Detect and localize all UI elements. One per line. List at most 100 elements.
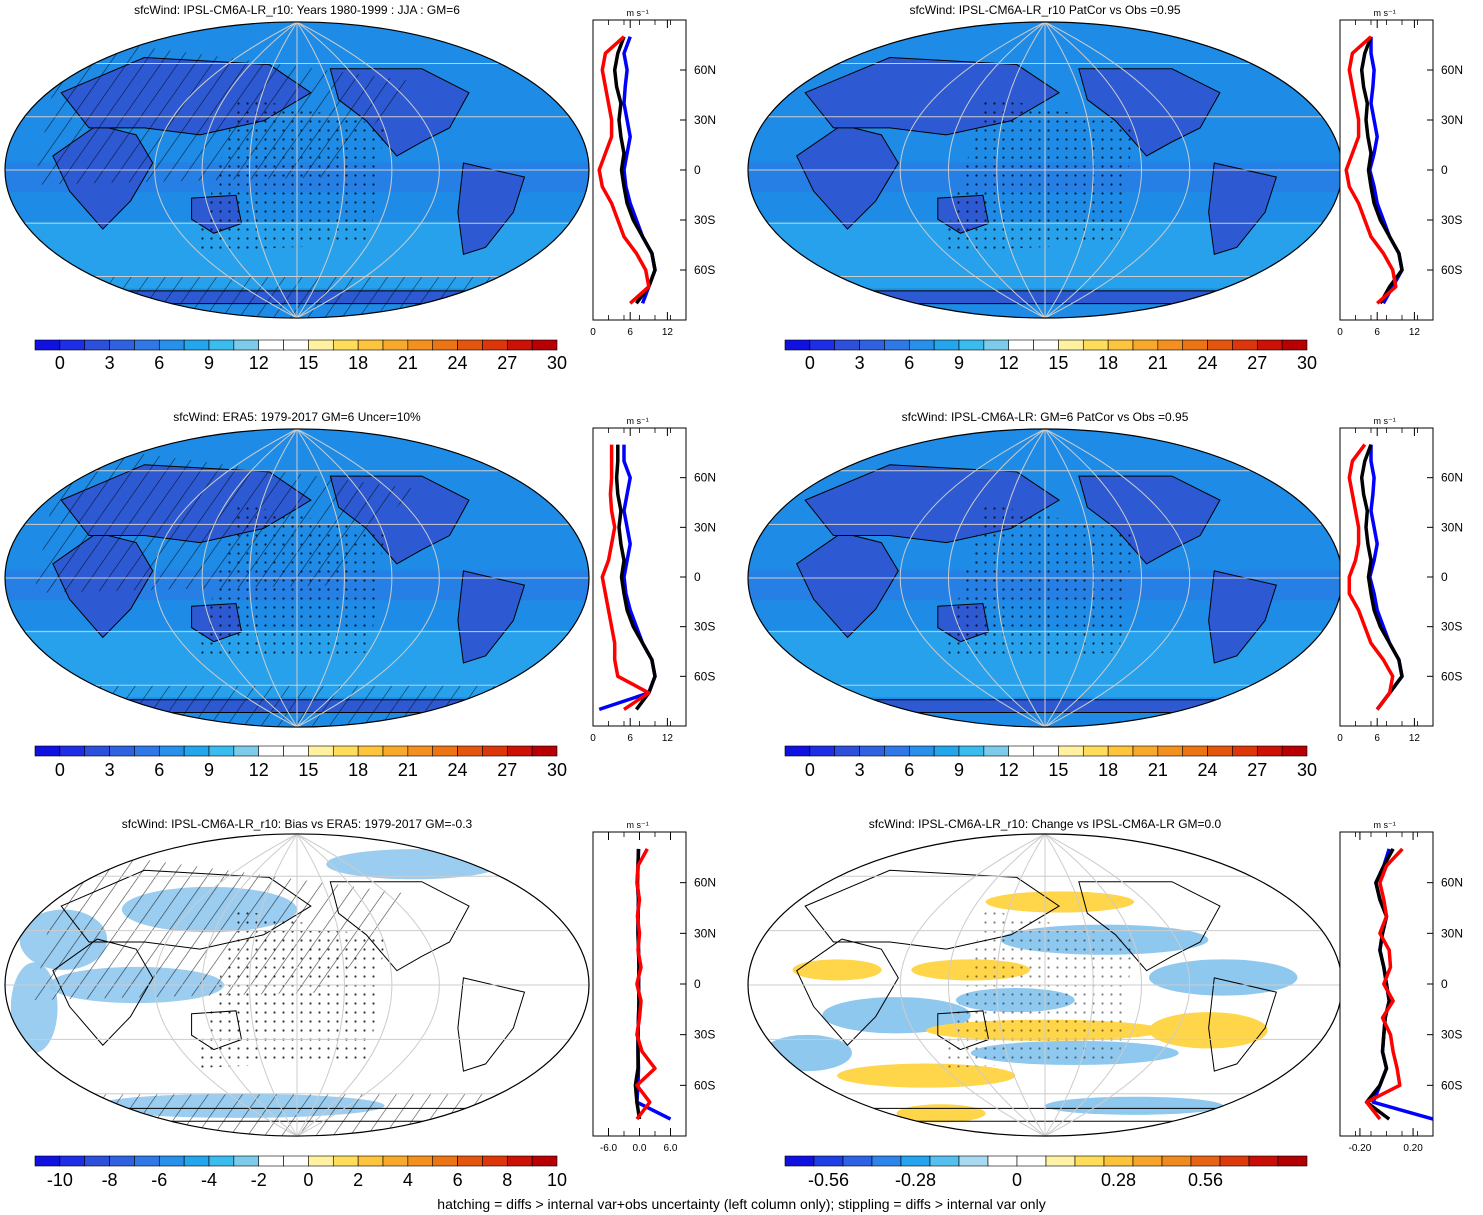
graticule-meridian [1044,22,1142,318]
colorbar-box [34,1155,61,1167]
continent-outline-5 [1208,162,1278,256]
colorbar-box [1207,339,1233,351]
colorbar-tick-label: -0.28 [895,1170,936,1190]
zonal-lat-label: 30S [1441,213,1462,227]
colorbar-tick-label: 2 [353,1170,363,1190]
graticule-meridian [296,21,345,319]
zonal-x-tick-label: 6 [627,733,633,744]
colorbar-tick-label: 24 [448,353,468,373]
zonal-lat-label: 0 [1441,163,1448,177]
colorbar-box [813,1155,844,1167]
colorbar-box [1207,745,1233,757]
colorbar-box [929,1155,960,1167]
zonal-series-line-3 [1347,443,1395,711]
colorbar-box [871,1155,902,1167]
graticule-meridian [249,428,298,728]
colorbar-box [531,745,558,757]
colorbar-tick-label: 0 [55,353,65,373]
colorbar: -10 -8 -6 -4 -2 0 2 4 6 8 10 [34,1155,567,1190]
colorbar-tick-label: 18 [1098,760,1118,780]
map-panel-2: sfcWind: IPSL-CM6A-LR_r10 PatCor vs Obs … [747,3,1463,373]
map-title: sfcWind: IPSL-CM6A-LR_r10: Years 1980-19… [134,3,460,17]
zonal-lat-label: 30S [1441,620,1462,634]
colorbar-box [407,1155,434,1167]
colorbar-box [531,1155,558,1167]
zonal-lat-label: 60N [694,876,716,890]
zonal-x-tick-label: 6 [627,327,633,338]
graticule-meridian [1044,22,1094,318]
colorbar-box [1248,1155,1279,1167]
colorbar-box [859,745,885,757]
map-title: sfcWind: IPSL-CM6A-LR_r10: Change vs IPS… [869,817,1222,831]
colorbar-tick-label: 3 [105,760,115,780]
zonal-series-line-2 [614,444,657,711]
zonal-series-line-3 [600,444,651,711]
colorbar-box [134,1155,160,1167]
zonal-x-tick-label: -6.0 [600,1143,618,1154]
continent-outline-5 [1208,977,1278,1072]
graticule-meridian [948,22,1046,318]
zonal-unit-label: m s⁻¹ [1374,416,1396,426]
zonal-lat-label: 60N [1441,876,1463,890]
colorbar-tick-label: 6 [904,353,914,373]
zonal-lat-label: 30N [694,113,716,127]
colorbar-tick-label: 9 [954,353,964,373]
colorbar-box [233,339,260,351]
colorbar-box [784,1155,815,1167]
graticule-meridian [948,429,1046,727]
colorbar-box [1277,1155,1308,1167]
zonal-lat-label: 60N [694,63,716,77]
stippling-region [941,909,1135,1069]
graticule-meridian [1044,429,1142,727]
colorbar-box [482,339,508,351]
graticule-meridian [296,21,440,319]
stippling-region [941,503,1135,660]
graticule-meridian [201,833,298,1137]
colorbar-box [34,745,61,757]
map-panel-6: sfcWind: IPSL-CM6A-LR_r10: Change vs IPS… [747,817,1463,1190]
zonal-x-tick-label: 12 [662,327,674,338]
zonal-unit-label: m s⁻¹ [1374,820,1396,830]
continent-outline-5 [457,570,526,664]
colorbar-box [183,1155,210,1167]
colorbar-tick-label: 30 [547,353,567,373]
colorbar-box [1232,745,1258,757]
zonal-lat-label: 60N [1441,63,1463,77]
colorbar-box [859,339,885,351]
colorbar-tick-label: 24 [448,760,468,780]
zonal-lat-label: 60S [694,263,715,277]
colorbar-box [1103,1155,1134,1167]
colorbar-box [1281,745,1308,757]
colorbar-tick-label: 15 [298,760,318,780]
graticule-meridian [1044,22,1191,318]
zonal-series-line-3 [1364,847,1404,1121]
zonal-lat-label: 30S [694,620,715,634]
colorbar: 0 3 6 9 12 15 18 21 24 27 30 [34,339,567,373]
colorbar-tick-label: 30 [1297,760,1317,780]
colorbar-box [1232,339,1258,351]
colorbar-box [884,339,910,351]
colorbar-box [109,339,135,351]
colorbar-tick-label: 6 [453,1170,463,1190]
colorbar-box [1256,339,1283,351]
colorbar-tick-label: 12 [999,760,1019,780]
zonal-series-line-3 [635,848,657,1121]
colorbar-tick-label: 21 [1148,353,1168,373]
map-title: sfcWind: IPSL-CM6A-LR_r10: Bias vs ERA5:… [122,817,473,831]
map-title: sfcWind: IPSL-CM6A-LR_r10 PatCor vs Obs … [909,3,1180,17]
colorbar-tick-label: 18 [348,353,368,373]
zonal-lat-label: 0 [1441,977,1448,991]
zonal-unit-label: m s⁻¹ [1374,8,1396,18]
colorbar-tick-label: 24 [1198,760,1218,780]
zonal-series-line-3 [597,35,651,305]
colorbar-tick-label: 6 [154,353,164,373]
colorbar-box [908,745,935,757]
colorbar-box [1074,1155,1105,1167]
colorbar-box [1281,339,1308,351]
colorbar-box [332,339,359,351]
colorbar-tick-label: -4 [201,1170,217,1190]
colorbar-box [506,339,533,351]
graticule-meridian [1044,429,1094,727]
colorbar-tick-label: 18 [1098,353,1118,373]
